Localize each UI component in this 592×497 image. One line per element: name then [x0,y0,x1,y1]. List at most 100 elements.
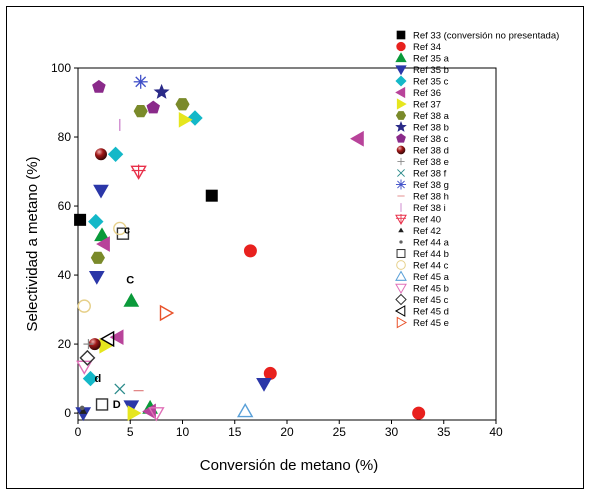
marker-shape [396,316,408,329]
marker-shape [187,110,203,126]
legend-marker [396,260,406,270]
legend-marker [394,305,406,317]
legend-label: Ref 44 c [413,261,449,272]
data-point [187,110,203,126]
marker-shape [205,189,218,202]
data-point [88,338,101,351]
marker-shape [74,213,87,226]
marker-shape [88,338,101,351]
data-point [159,304,175,322]
data-point [243,244,257,258]
data-point [109,329,124,346]
data-point [107,146,124,163]
data-point [153,83,170,99]
x-tick-label: 25 [333,425,347,439]
legend-label: Ref 36 [413,88,441,99]
y-tick-label: 80 [58,130,72,144]
legend-label: Ref 33 (conversión no presentada) [413,31,559,42]
legend-marker [396,41,406,52]
marker-shape [398,227,404,233]
x-tick-label: 40 [489,425,503,439]
data-point [148,407,165,422]
marker-shape [399,240,403,244]
legend-marker [396,316,408,329]
data-point [133,105,148,118]
marker-shape [395,86,406,99]
data-point [94,148,107,161]
marker-shape [178,111,193,128]
data-point [95,398,109,411]
data-point [205,189,218,202]
marker-shape [79,407,88,414]
legend-marker [395,293,407,306]
legend-marker [395,270,407,281]
x-tick-label: 0 [75,425,82,439]
marker-shape [243,244,257,258]
point-annotation: c [124,225,130,237]
data-point [94,227,110,242]
data-point [88,271,105,285]
legend-marker [395,213,407,226]
x-tick-label: 15 [228,425,242,439]
marker-shape [109,329,124,346]
legend-marker [395,179,407,190]
legend-label: Ref 45 e [413,318,449,329]
legend-label: Ref 38 h [413,192,449,203]
legend-marker [396,145,406,155]
data-point [93,184,109,199]
marker-shape [153,83,170,99]
legend-label: Ref 35 c [413,77,449,88]
marker-shape [90,251,105,264]
data-point [83,339,94,350]
marker-shape [395,75,407,87]
data-point [114,383,126,395]
data-point [74,213,87,226]
legend-label: Ref 45 c [413,295,449,306]
data-point [88,213,104,230]
y-tick-label: 0 [64,406,71,420]
legend-marker [396,133,406,143]
legend-label: Ref 38 b [413,123,449,134]
marker-shape [148,407,165,422]
x-tick-label: 30 [385,425,399,439]
legend-label: Ref 45 a [413,272,450,283]
marker-shape [133,105,148,118]
data-point [79,407,88,414]
data-point [113,221,127,236]
x-tick-label: 35 [437,425,451,439]
marker-shape [395,293,407,306]
legend-label: Ref 38 e [413,157,449,168]
chart-frame [6,6,584,489]
x-tick-label: 20 [280,425,294,439]
data-point [123,292,140,307]
data-point [256,378,272,392]
marker-shape [114,383,126,395]
y-tick-label: 60 [58,199,72,213]
data-point [82,370,99,387]
marker-shape [263,366,277,380]
legend-marker [395,111,407,120]
marker-shape [396,98,407,110]
marker-shape [395,52,407,63]
legend-marker [395,86,406,99]
legend-label: Ref 35 a [413,54,450,65]
marker-shape [99,330,115,348]
marker-shape [107,146,124,163]
data-point [127,405,142,421]
marker-shape [123,292,140,307]
y-tick-label: 40 [58,268,72,282]
legend-label: Ref 35 b [413,65,449,76]
data-point [178,111,193,128]
marker-shape [395,111,407,120]
legend-label: Ref 38 f [413,169,447,180]
marker-shape [79,405,85,411]
x-tick-label: 5 [127,425,134,439]
point-annotation: C [126,275,134,287]
marker-shape [135,76,147,88]
legend-marker [395,52,407,63]
marker-shape [394,305,406,317]
marker-shape [93,184,109,199]
legend-label: Ref 40 [413,215,441,226]
marker-shape [94,148,107,161]
